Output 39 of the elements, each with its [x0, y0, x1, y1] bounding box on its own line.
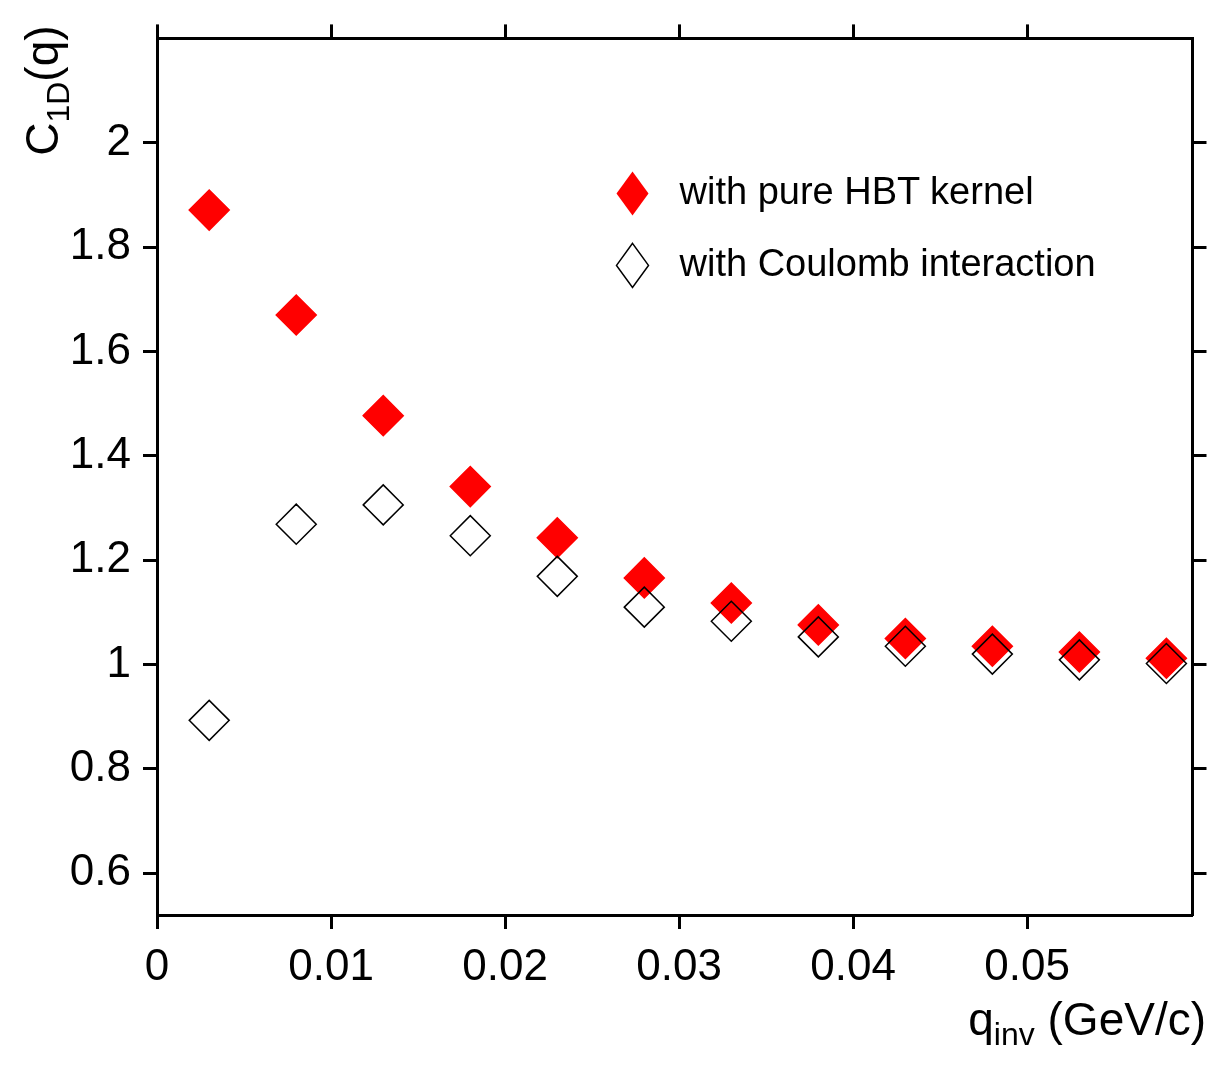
point — [188, 699, 230, 742]
point — [971, 625, 1014, 668]
y-tick-label: 1.6 — [69, 323, 131, 373]
legend-label: with pure HBT kernel — [678, 169, 1034, 212]
legend-label: with Coulomb interaction — [678, 241, 1096, 284]
point — [275, 294, 317, 336]
point — [362, 484, 404, 526]
point — [797, 604, 840, 646]
point — [449, 465, 492, 508]
point — [1058, 639, 1101, 681]
y-tick-label: 1 — [106, 636, 131, 686]
x-tick-label: 0 — [144, 939, 170, 989]
point — [623, 557, 666, 599]
point — [797, 616, 840, 658]
x-tick-label: 0.01 — [288, 939, 374, 989]
point — [536, 517, 579, 559]
point — [362, 394, 404, 437]
x-tick-label: 0.03 — [636, 939, 722, 989]
point — [884, 625, 927, 668]
x-tick-label: 0.04 — [810, 939, 896, 989]
point — [1058, 631, 1101, 673]
point — [275, 503, 317, 545]
point — [449, 514, 492, 557]
point — [623, 586, 666, 628]
point — [710, 582, 753, 624]
y-tick-label: 0.6 — [69, 845, 131, 895]
x-axis-title: q$_{inv}$ (GeV/c) — [968, 992, 1206, 1054]
point — [188, 189, 230, 231]
y-tick-label: 1.8 — [69, 219, 131, 269]
point — [884, 617, 927, 660]
x-tick-label: 0.05 — [984, 939, 1070, 989]
point — [710, 600, 753, 642]
x-tick-label: 0.02 — [462, 939, 548, 989]
point — [536, 555, 579, 598]
y-tick-label: 2 — [106, 114, 131, 164]
y-tick-label: 1.4 — [69, 427, 131, 477]
point — [971, 633, 1014, 675]
y-tick-label: 1.2 — [69, 532, 131, 582]
y-tick-label: 0.8 — [69, 741, 131, 791]
